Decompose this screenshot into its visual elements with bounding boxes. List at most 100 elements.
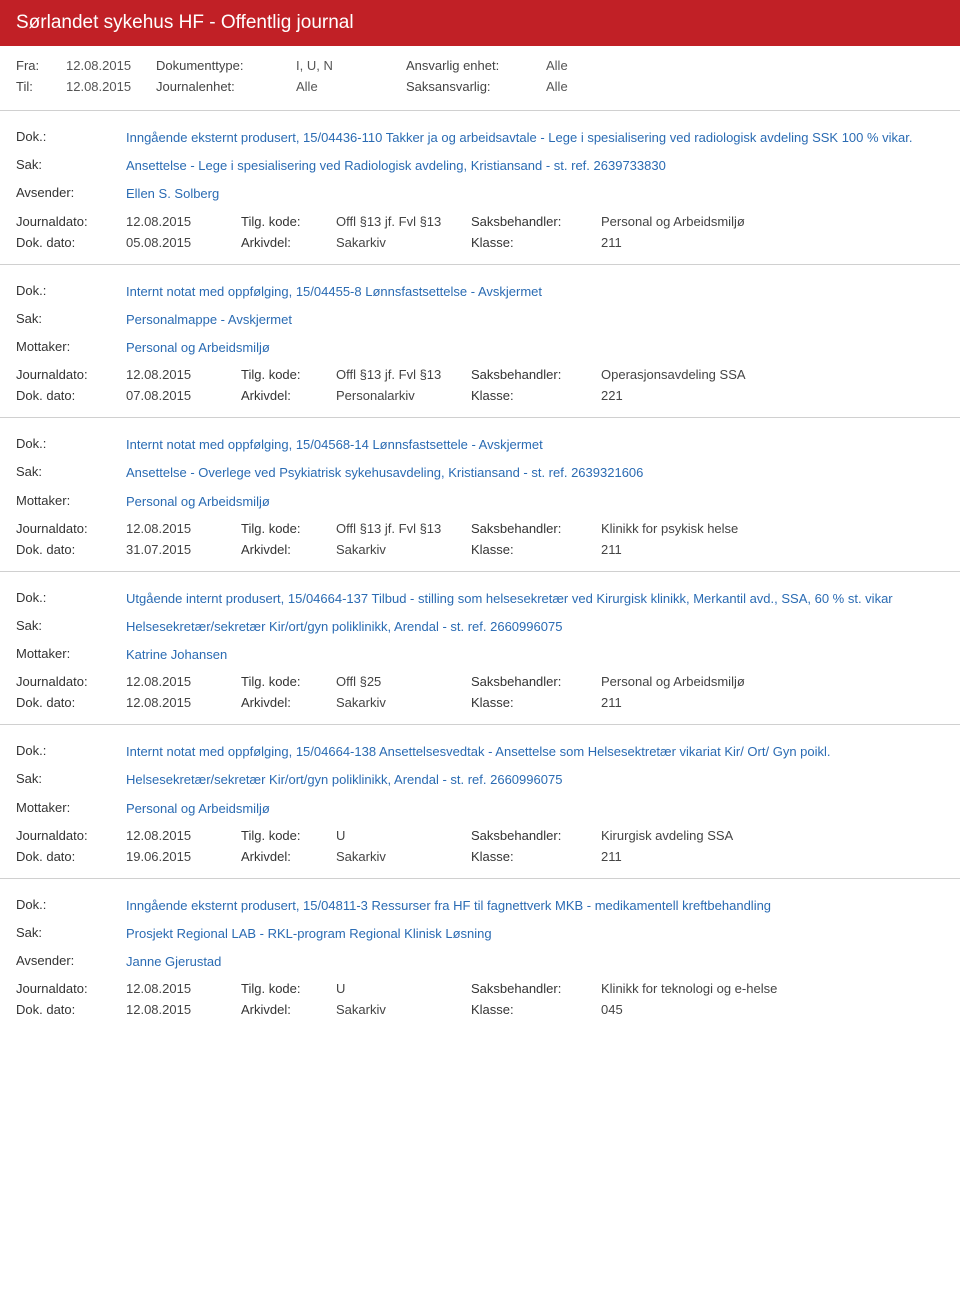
record: Dok.: Utgående internt produsert, 15/046… (0, 571, 960, 725)
sak-label: Sak: (16, 464, 126, 479)
journaldato-label: Journaldato: (16, 981, 126, 996)
party-value: Personal og Arbeidsmiljø (126, 800, 944, 818)
saksbehandler-label: Saksbehandler: (471, 521, 601, 536)
klasse-value: 221 (601, 388, 944, 403)
dokdato-label: Dok. dato: (16, 388, 126, 403)
doktype-value: I, U, N (296, 58, 406, 73)
sak-label: Sak: (16, 771, 126, 786)
dokdato-label: Dok. dato: (16, 695, 126, 710)
tilgkode-value: Offl §13 jf. Fvl §13 (336, 521, 471, 536)
party-value: Ellen S. Solberg (126, 185, 944, 203)
klasse-value: 211 (601, 542, 944, 557)
arkivdel-label: Arkivdel: (241, 388, 336, 403)
journaldato-value: 12.08.2015 (126, 828, 241, 843)
saksansvarlig-value: Alle (546, 79, 626, 94)
saksbehandler-value: Personal og Arbeidsmiljø (601, 214, 944, 229)
meta-section: Fra: 12.08.2015 Dokumenttype: I, U, N An… (0, 46, 960, 110)
records-container: Dok.: Inngående eksternt produsert, 15/0… (0, 110, 960, 1031)
tilgkode-value: U (336, 828, 471, 843)
tilgkode-value: Offl §13 jf. Fvl §13 (336, 367, 471, 382)
record: Dok.: Internt notat med oppfølging, 15/0… (0, 264, 960, 418)
klasse-label: Klasse: (471, 388, 601, 403)
til-value: 12.08.2015 (66, 79, 156, 94)
dok-label: Dok.: (16, 897, 126, 912)
journaldato-value: 12.08.2015 (126, 521, 241, 536)
party-value: Personal og Arbeidsmiljø (126, 493, 944, 511)
saksbehandler-label: Saksbehandler: (471, 828, 601, 843)
party-label: Avsender: (16, 185, 126, 200)
tilgkode-value: U (336, 981, 471, 996)
saksbehandler-label: Saksbehandler: (471, 674, 601, 689)
saksbehandler-value: Klinikk for teknologi og e-helse (601, 981, 944, 996)
tilgkode-label: Tilg. kode: (241, 828, 336, 843)
klasse-label: Klasse: (471, 542, 601, 557)
sak-label: Sak: (16, 157, 126, 172)
dokdato-value: 31.07.2015 (126, 542, 241, 557)
tilgkode-value: Offl §13 jf. Fvl §13 (336, 214, 471, 229)
saksbehandler-label: Saksbehandler: (471, 981, 601, 996)
sak-label: Sak: (16, 925, 126, 940)
tilgkode-label: Tilg. kode: (241, 521, 336, 536)
record: Dok.: Internt notat med oppfølging, 15/0… (0, 724, 960, 878)
klasse-value: 211 (601, 695, 944, 710)
klasse-label: Klasse: (471, 1002, 601, 1017)
dokdato-value: 12.08.2015 (126, 695, 241, 710)
party-label: Mottaker: (16, 646, 126, 661)
fra-label: Fra: (16, 58, 66, 73)
klasse-label: Klasse: (471, 849, 601, 864)
sak-value: Prosjekt Regional LAB - RKL-program Regi… (126, 925, 944, 943)
arkivdel-label: Arkivdel: (241, 235, 336, 250)
journaldato-value: 12.08.2015 (126, 367, 241, 382)
journaldato-label: Journaldato: (16, 521, 126, 536)
tilgkode-value: Offl §25 (336, 674, 471, 689)
journaldato-value: 12.08.2015 (126, 214, 241, 229)
page-header: Sørlandet sykehus HF - Offentlig journal (0, 0, 960, 46)
dokdato-label: Dok. dato: (16, 1002, 126, 1017)
sak-value: Ansettelse - Lege i spesialisering ved R… (126, 157, 944, 175)
sak-value: Ansettelse - Overlege ved Psykiatrisk sy… (126, 464, 944, 482)
dok-value: Inngående eksternt produsert, 15/04436-1… (126, 129, 944, 147)
dok-label: Dok.: (16, 283, 126, 298)
arkivdel-value: Sakarkiv (336, 849, 471, 864)
arkivdel-value: Sakarkiv (336, 235, 471, 250)
tilgkode-label: Tilg. kode: (241, 214, 336, 229)
saksbehandler-value: Klinikk for psykisk helse (601, 521, 944, 536)
party-value: Katrine Johansen (126, 646, 944, 664)
saksbehandler-label: Saksbehandler: (471, 367, 601, 382)
sak-label: Sak: (16, 311, 126, 326)
dok-value: Utgående internt produsert, 15/04664-137… (126, 590, 944, 608)
party-label: Mottaker: (16, 339, 126, 354)
journaldato-value: 12.08.2015 (126, 981, 241, 996)
klasse-label: Klasse: (471, 235, 601, 250)
journaldato-label: Journaldato: (16, 674, 126, 689)
party-value: Janne Gjerustad (126, 953, 944, 971)
party-label: Mottaker: (16, 800, 126, 815)
klasse-value: 211 (601, 849, 944, 864)
dok-value: Inngående eksternt produsert, 15/04811-3… (126, 897, 944, 915)
tilgkode-label: Tilg. kode: (241, 674, 336, 689)
arkivdel-label: Arkivdel: (241, 849, 336, 864)
klasse-value: 211 (601, 235, 944, 250)
dok-value: Internt notat med oppfølging, 15/04664-1… (126, 743, 944, 761)
dok-value: Internt notat med oppfølging, 15/04568-1… (126, 436, 944, 454)
sak-value: Helsesekretær/sekretær Kir/ort/gyn polik… (126, 771, 944, 789)
dokdato-value: 12.08.2015 (126, 1002, 241, 1017)
saksbehandler-value: Kirurgisk avdeling SSA (601, 828, 944, 843)
tilgkode-label: Tilg. kode: (241, 367, 336, 382)
dok-label: Dok.: (16, 129, 126, 144)
dok-label: Dok.: (16, 590, 126, 605)
dokdato-label: Dok. dato: (16, 849, 126, 864)
arkivdel-label: Arkivdel: (241, 542, 336, 557)
sak-value: Personalmappe - Avskjermet (126, 311, 944, 329)
arkivdel-value: Personalarkiv (336, 388, 471, 403)
dokdato-label: Dok. dato: (16, 235, 126, 250)
page-title: Sørlandet sykehus HF - Offentlig journal (16, 12, 354, 33)
dokdato-value: 05.08.2015 (126, 235, 241, 250)
party-label: Avsender: (16, 953, 126, 968)
journaldato-label: Journaldato: (16, 214, 126, 229)
arkivdel-label: Arkivdel: (241, 1002, 336, 1017)
arkivdel-value: Sakarkiv (336, 542, 471, 557)
dokdato-value: 07.08.2015 (126, 388, 241, 403)
journaldato-value: 12.08.2015 (126, 674, 241, 689)
ansvarlig-label: Ansvarlig enhet: (406, 58, 546, 73)
